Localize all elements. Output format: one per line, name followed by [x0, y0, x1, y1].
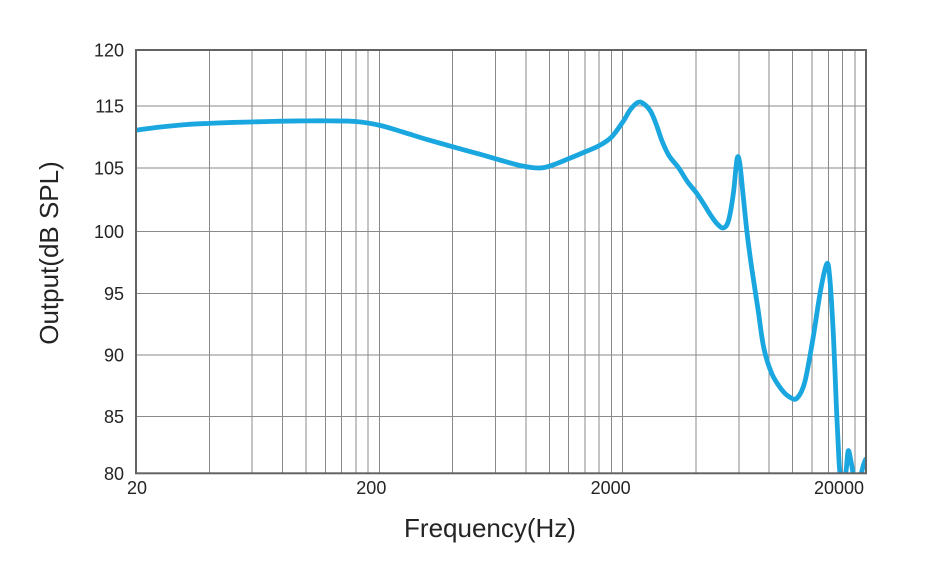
horizontal-gridlines: [136, 105, 866, 418]
x-axis-title: Frequency(Hz): [404, 513, 576, 543]
plot-border: [135, 49, 867, 475]
x-tick-label: 20: [127, 478, 147, 498]
y-tick-label: 120: [94, 41, 124, 61]
y-axis-title: Output(dB SPL): [34, 161, 64, 345]
x-tick-label: 2000: [591, 478, 631, 498]
y-tick-label: 115: [95, 97, 124, 117]
x-tick-label: 200: [356, 478, 386, 498]
y-tick-label: 80: [104, 464, 124, 484]
x-axis-tick-labels: 20 200 2000 20000: [127, 478, 864, 498]
y-tick-label: 90: [104, 346, 124, 366]
y-tick-label: 100: [94, 222, 124, 242]
x-tick-label: 20000: [814, 478, 864, 498]
y-tick-label: 95: [104, 284, 124, 304]
y-tick-label: 85: [104, 407, 124, 427]
response-curve: [136, 99, 866, 474]
y-axis-tick-labels: 120 115 105 100 95 90 85 80: [94, 41, 124, 484]
y-tick-label: 105: [94, 159, 124, 179]
vertical-gridlines: [208, 50, 856, 474]
